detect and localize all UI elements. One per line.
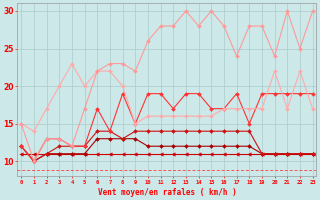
X-axis label: Vent moyen/en rafales ( km/h ): Vent moyen/en rafales ( km/h ) xyxy=(98,188,236,197)
